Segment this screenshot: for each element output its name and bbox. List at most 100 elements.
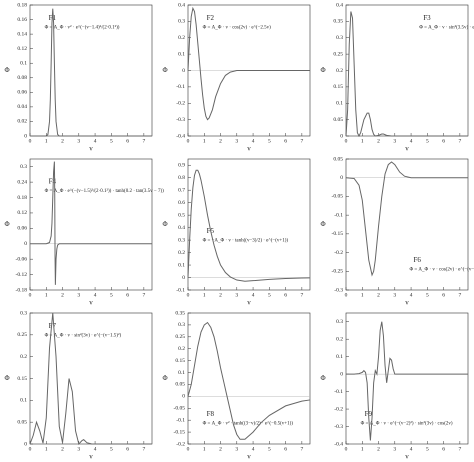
y-tick-label: 0.05 (333, 117, 343, 123)
y-tick-label: 0.2 (20, 354, 27, 360)
y-tick-label: 0.18 (17, 195, 27, 201)
x-axis-label: v (247, 299, 251, 307)
y-tick-label: 0.12 (17, 210, 27, 216)
y-tick-label: 0.9 (178, 163, 185, 169)
y-tick-label: -0.2 (176, 441, 185, 447)
y-tick-label: 0.1 (20, 60, 27, 66)
y-axis-label: Φ (320, 66, 325, 74)
x-tick-label: 3 (235, 138, 238, 144)
x-tick-label: 5 (426, 138, 429, 144)
y-tick-label: -0.18 (16, 287, 28, 293)
x-tick-label: 7 (300, 446, 303, 452)
x-tick-label: 1 (203, 138, 206, 144)
x-axis-label: v (89, 453, 93, 461)
x-tick-label: 0 (29, 446, 32, 452)
y-tick-label: 0.3 (336, 319, 343, 325)
y-tick-label: -0.1 (176, 417, 185, 423)
y-tick-label: -0.15 (174, 429, 186, 435)
y-tick-label: 0.3 (178, 19, 185, 25)
x-tick-label: 3 (77, 138, 80, 144)
x-tick-label: 4 (94, 446, 97, 452)
x-tick-label: 1 (203, 292, 206, 298)
y-axis-label: Φ (320, 374, 325, 382)
x-tick-label: 2 (61, 292, 64, 298)
x-tick-label: 1 (45, 292, 48, 298)
y-tick-label: 0.3 (178, 322, 185, 328)
y-tick-label: 0.18 (17, 2, 27, 8)
x-tick-label: 0 (29, 292, 32, 298)
x-tick-label: 4 (94, 138, 97, 144)
x-tick-label: 5 (268, 138, 271, 144)
x-tick-label: 7 (458, 292, 461, 298)
x-axis-label: v (405, 145, 409, 153)
formula: Φ = A_Φ · v · sin²(3v) · e^(−(v−1.5)²) (45, 333, 122, 339)
y-tick-label: -0.12 (16, 272, 28, 278)
x-axis-label: v (247, 145, 251, 153)
x-tick-label: 2 (219, 292, 222, 298)
y-tick-label: -0.06 (16, 256, 28, 262)
x-tick-label: 4 (94, 292, 97, 298)
x-tick-label: 0 (29, 138, 32, 144)
formula: Φ = A_Φ · v² · tanh((3−v)/2) · e^(−0.5(v… (203, 420, 294, 426)
panel-title: F6 (413, 256, 421, 264)
y-tick-label: 0.8 (178, 175, 185, 181)
y-tick-label: 0.4 (336, 2, 343, 8)
y-tick-label: 0.15 (17, 376, 27, 382)
formula: Φ = −A_Φ · v · tanh((v−3)/2) · e^(−(v+1)… (203, 239, 289, 244)
x-axis-label: v (405, 453, 409, 461)
x-tick-label: 5 (110, 292, 113, 298)
x-tick-label: 0 (187, 292, 190, 298)
x-tick-label: 3 (77, 292, 80, 298)
y-tick-label: 0.15 (333, 84, 343, 90)
y-tick-label: -0.1 (334, 212, 343, 218)
x-tick-label: 6 (126, 292, 129, 298)
x-tick-label: 4 (410, 446, 413, 452)
x-tick-label: 1 (45, 138, 48, 144)
x-tick-label: 2 (61, 446, 64, 452)
y-tick-label: 0.15 (175, 358, 185, 364)
y-tick-label: -0.4 (334, 441, 343, 447)
y-tick-label: -0.4 (176, 133, 185, 139)
x-tick-label: 1 (45, 446, 48, 452)
y-axis-label: Φ (320, 220, 325, 228)
panel-title: F3 (423, 14, 431, 22)
y-tick-label: 0.1 (178, 262, 185, 268)
curve (187, 6, 310, 121)
y-tick-label: 0.16 (17, 17, 27, 23)
x-tick-label: 5 (268, 446, 271, 452)
formula: Φ = A_Φ · e^(−(v−1.5)²/(2·0.1²)) · tanh(… (45, 188, 165, 194)
y-tick-label: -0.2 (176, 101, 185, 107)
x-tick-label: 0 (345, 292, 348, 298)
formula: Φ = A_Φ · v · cos(2v) · e^(−(v−1.9)²) (409, 266, 474, 272)
x-tick-label: 3 (235, 446, 238, 452)
y-tick-label: 0.1 (336, 101, 343, 107)
x-tick-label: 4 (252, 138, 255, 144)
y-tick-label: 0.3 (20, 310, 27, 316)
y-tick-label: -0.3 (334, 424, 343, 430)
x-tick-label: 4 (410, 292, 413, 298)
y-tick-label: -0.15 (332, 231, 344, 237)
curve (30, 8, 152, 137)
curve (345, 161, 468, 277)
panel-title: F4 (49, 177, 57, 185)
x-axis-label: v (89, 299, 93, 307)
plot-frame (345, 4, 469, 137)
y-tick-label: 0.6 (178, 200, 185, 206)
y-tick-label: 0.06 (17, 226, 27, 232)
y-axis-label: Φ (4, 220, 9, 228)
x-tick-label: 7 (142, 446, 145, 452)
y-tick-label: 0.5 (178, 212, 185, 218)
y-axis-label: Φ (4, 66, 9, 74)
x-tick-label: 6 (284, 292, 287, 298)
y-tick-label: 0.02 (17, 119, 27, 125)
x-tick-label: 6 (126, 138, 129, 144)
y-tick-label: 0.1 (178, 370, 185, 376)
y-tick-label: 0.14 (17, 31, 27, 37)
y-axis-label: Φ (4, 374, 9, 382)
x-tick-label: 5 (110, 446, 113, 452)
x-tick-label: 4 (410, 138, 413, 144)
x-tick-label: 1 (361, 446, 364, 452)
x-tick-label: 4 (252, 292, 255, 298)
y-tick-label: 0.25 (175, 334, 185, 340)
